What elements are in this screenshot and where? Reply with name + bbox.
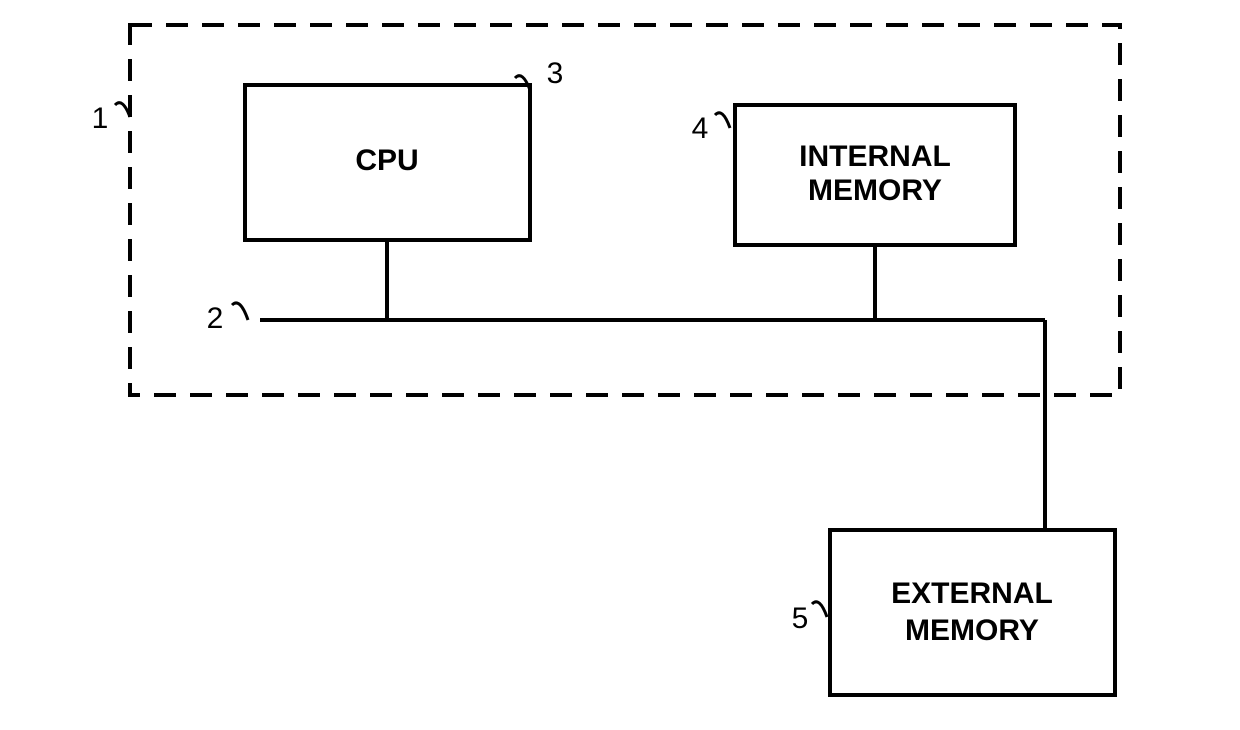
ref-tick-2 (232, 303, 248, 320)
external-memory-label-line1: EXTERNAL (891, 577, 1053, 610)
ref-tick-1 (115, 103, 130, 117)
block-diagram: CPU INTERNAL MEMORY EXTERNAL MEMORY 1 2 3 4… (0, 0, 1240, 730)
ref-label-1: 1 (92, 102, 109, 135)
ref-label-2: 2 (207, 302, 224, 335)
internal-memory-label-line1: INTERNAL (799, 140, 951, 173)
dashed-container (130, 25, 1120, 395)
internal-memory-label-line2: MEMORY (808, 174, 942, 207)
ref-label-5: 5 (792, 602, 809, 635)
cpu-label: CPU (355, 144, 418, 177)
ref-tick-5 (812, 602, 827, 617)
external-memory-label-line2: MEMORY (905, 614, 1039, 647)
ref-tick-4 (715, 113, 730, 128)
ref-label-3: 3 (547, 57, 564, 90)
external-memory-box (830, 530, 1115, 695)
ref-tick-3 (515, 76, 530, 90)
ref-label-4: 4 (692, 112, 709, 145)
reference-labels: 1 2 3 4 5 (92, 57, 827, 635)
